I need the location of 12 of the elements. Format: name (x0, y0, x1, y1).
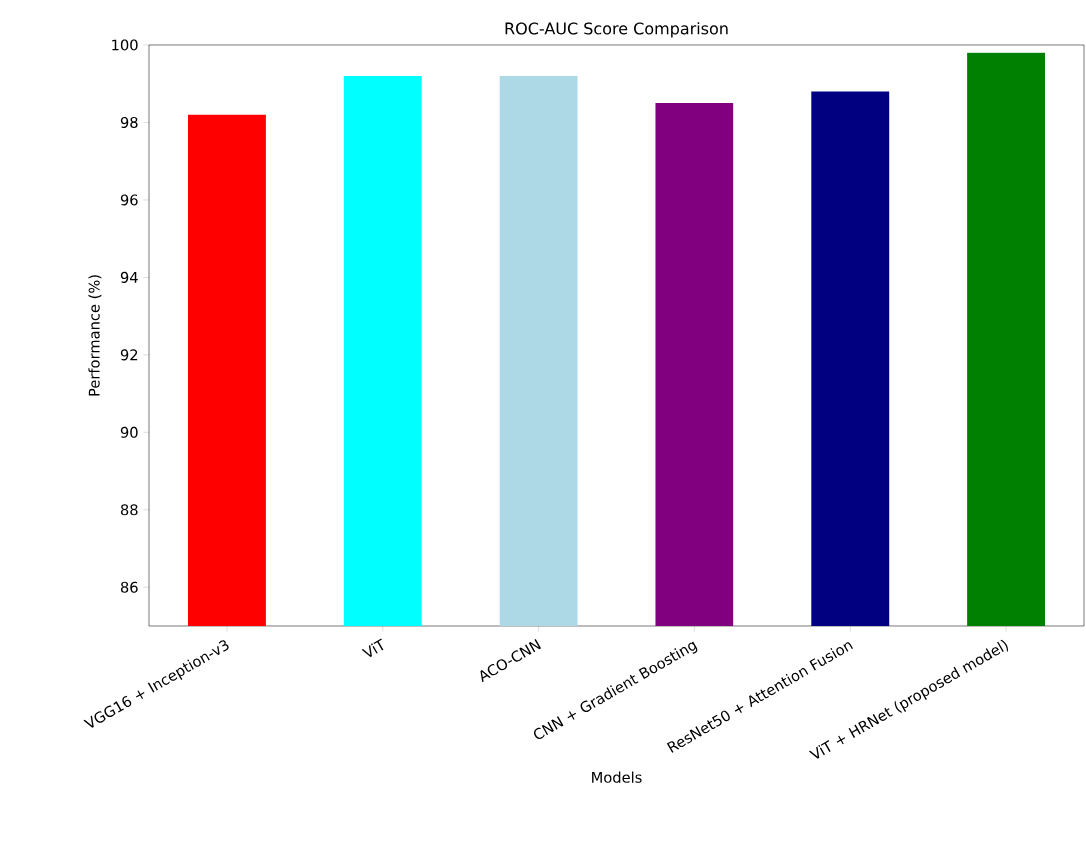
y-tick-label: 88 (120, 504, 138, 516)
y-tick-label: 94 (120, 271, 138, 283)
chart-title: ROC-AUC Score Comparison (505, 22, 728, 38)
y-tick-label: 92 (120, 349, 138, 361)
y-tick-label: 96 (120, 194, 138, 206)
y-tick-label: 98 (120, 116, 138, 128)
y-tick-label: 100 (112, 39, 138, 51)
y-axis-title: Performance (%) (88, 275, 102, 396)
x-axis-title: Models (592, 771, 642, 783)
x-tick-label: ViT (361, 638, 384, 658)
y-tick-label: 90 (120, 426, 138, 438)
y-tick-label: 86 (120, 581, 138, 593)
